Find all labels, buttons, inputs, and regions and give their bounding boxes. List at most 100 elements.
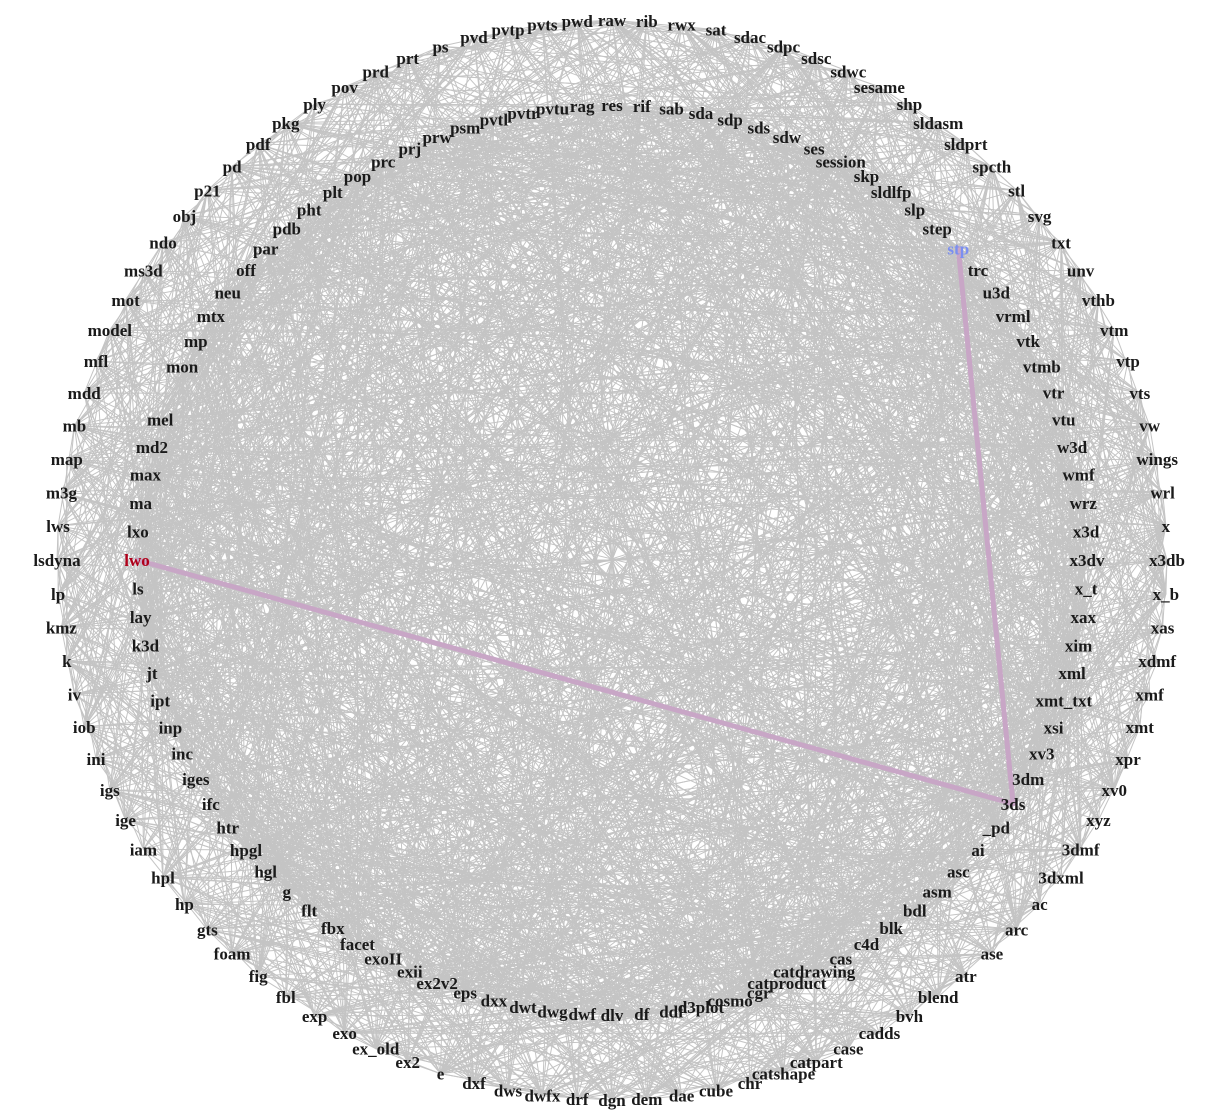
node-label-raw[interactable]: raw (598, 11, 627, 30)
node-label-prd[interactable]: prd (362, 62, 389, 81)
node-label-xax[interactable]: xax (1071, 608, 1097, 627)
node-label-off[interactable]: off (236, 261, 256, 280)
node-label-pvts[interactable]: pvts (527, 15, 558, 34)
node-label-drf[interactable]: drf (566, 1090, 589, 1109)
node-label-rag[interactable]: rag (570, 97, 595, 116)
node-label-dgn[interactable]: dgn (598, 1091, 626, 1110)
node-label-flt[interactable]: flt (301, 902, 317, 921)
node-label-jt[interactable]: jt (145, 664, 158, 683)
node-label-ma[interactable]: ma (129, 494, 152, 513)
node-label-dxf[interactable]: dxf (462, 1074, 486, 1093)
node-label-p21[interactable]: p21 (194, 181, 220, 200)
node-label-plt[interactable]: plt (323, 183, 343, 202)
node-label-trc[interactable]: trc (968, 261, 989, 280)
node-label-unv[interactable]: unv (1067, 262, 1095, 281)
node-label-inp[interactable]: inp (159, 719, 183, 738)
node-label-wmf[interactable]: wmf (1063, 466, 1095, 485)
node-label-lwo[interactable]: lwo (124, 551, 150, 570)
node-label-xmt[interactable]: xmt (1126, 718, 1155, 737)
node-label-vthb[interactable]: vthb (1082, 291, 1115, 310)
node-label-df[interactable]: df (634, 1005, 649, 1024)
node-label-pht[interactable]: pht (297, 200, 322, 219)
node-label-3dm[interactable]: 3dm (1012, 770, 1044, 789)
node-label-par[interactable]: par (253, 240, 279, 259)
node-label-inc[interactable]: inc (171, 745, 193, 764)
node-label-xmt-txt[interactable]: xmt_txt (1035, 692, 1092, 711)
node-label-obj[interactable]: obj (173, 207, 197, 226)
node-label-sab[interactable]: sab (659, 100, 684, 119)
node-label-sldprt[interactable]: sldprt (944, 135, 988, 154)
node-label-lsdyna[interactable]: lsdyna (33, 551, 81, 570)
node-label-hp[interactable]: hp (175, 895, 194, 914)
node-label-prj[interactable]: prj (398, 139, 421, 158)
node-label-sdwc[interactable]: sdwc (830, 62, 866, 81)
node-label-ini[interactable]: ini (87, 750, 106, 769)
node-label-hpgl[interactable]: hpgl (230, 841, 262, 860)
node-label-xpr[interactable]: xpr (1115, 750, 1141, 769)
node-label-neu[interactable]: neu (214, 284, 240, 303)
node-label-vtmb[interactable]: vtmb (1023, 357, 1061, 376)
node-label-shp[interactable]: shp (897, 95, 923, 114)
node-label-eps[interactable]: eps (453, 984, 477, 1003)
node-label-prw[interactable]: prw (422, 128, 452, 147)
node-label-arc[interactable]: arc (1005, 921, 1029, 940)
node-label-rwx[interactable]: rwx (667, 15, 696, 34)
node-label-u3d[interactable]: u3d (983, 284, 1011, 303)
node-label-bvh[interactable]: bvh (896, 1007, 924, 1026)
node-label-g[interactable]: g (283, 883, 292, 902)
node-label-rif[interactable]: rif (633, 97, 651, 116)
node-label-wrl[interactable]: wrl (1150, 483, 1175, 502)
node-label-chr[interactable]: chr (738, 1074, 763, 1093)
node-label-blk[interactable]: blk (879, 919, 903, 938)
node-label-atr[interactable]: atr (955, 967, 977, 986)
node-label-svg[interactable]: svg (1028, 207, 1052, 226)
node-label-m3g[interactable]: m3g (46, 483, 78, 502)
node-label-dlv[interactable]: dlv (601, 1006, 624, 1025)
node-label-catdrawing[interactable]: catdrawing (773, 963, 856, 982)
node-label-x3db[interactable]: x3db (1149, 551, 1185, 570)
node-label-x-b[interactable]: x_b (1153, 585, 1179, 604)
node-label-vts[interactable]: vts (1129, 384, 1150, 403)
node-label-vtk[interactable]: vtk (1016, 332, 1040, 351)
node-label-lxo[interactable]: lxo (127, 522, 149, 541)
node-label-skp[interactable]: skp (854, 167, 880, 186)
node-label-rib[interactable]: rib (636, 12, 658, 31)
node-label-ase[interactable]: ase (981, 945, 1004, 964)
node-label-xyz[interactable]: xyz (1086, 811, 1111, 830)
node-label-xdmf[interactable]: xdmf (1138, 652, 1176, 671)
node-label-3ds[interactable]: 3ds (1001, 795, 1026, 814)
node-label-pvtu[interactable]: pvtu (536, 100, 569, 119)
node-label-ddf[interactable]: ddf (659, 1002, 684, 1021)
node-label-md2[interactable]: md2 (136, 438, 168, 457)
node-label-cgr[interactable]: cgr (747, 984, 771, 1003)
node-label-exp[interactable]: exp (302, 1007, 328, 1026)
node-label-spcth[interactable]: spcth (973, 157, 1012, 176)
node-label-sdp[interactable]: sdp (717, 110, 743, 129)
node-label-map[interactable]: map (51, 450, 83, 469)
node-label-catproduct[interactable]: catproduct (747, 974, 826, 993)
node-label-dwt[interactable]: dwt (509, 998, 537, 1017)
node-label-dxx[interactable]: dxx (481, 992, 508, 1011)
node-label-session[interactable]: session (816, 152, 867, 171)
node-label-lws[interactable]: lws (46, 517, 70, 536)
node-label-pop[interactable]: pop (344, 167, 371, 186)
node-label-ige[interactable]: ige (115, 811, 136, 830)
node-label-vw[interactable]: vw (1139, 417, 1161, 436)
node-label-pvd[interactable]: pvd (460, 28, 488, 47)
node-label-fbl[interactable]: fbl (276, 988, 296, 1007)
node-label-vtp[interactable]: vtp (1116, 352, 1140, 371)
node-label-pov[interactable]: pov (331, 78, 358, 97)
node-label-ls[interactable]: ls (132, 580, 144, 599)
node-label-ply[interactable]: ply (303, 95, 326, 114)
node-label-ex2[interactable]: ex2 (395, 1053, 420, 1072)
node-label-vtm[interactable]: vtm (1100, 321, 1128, 340)
node-label-dem[interactable]: dem (631, 1090, 662, 1109)
node-label-model[interactable]: model (88, 321, 133, 340)
node-label-fig[interactable]: fig (249, 967, 268, 986)
node-label-pkg[interactable]: pkg (272, 114, 300, 133)
node-label-vtr[interactable]: vtr (1043, 384, 1065, 403)
node-label-stl[interactable]: stl (1008, 181, 1025, 200)
node-label-pvtl[interactable]: pvtl (480, 110, 509, 129)
node-label-exii[interactable]: exii (397, 963, 423, 982)
node-label-x3d[interactable]: x3d (1073, 522, 1100, 541)
